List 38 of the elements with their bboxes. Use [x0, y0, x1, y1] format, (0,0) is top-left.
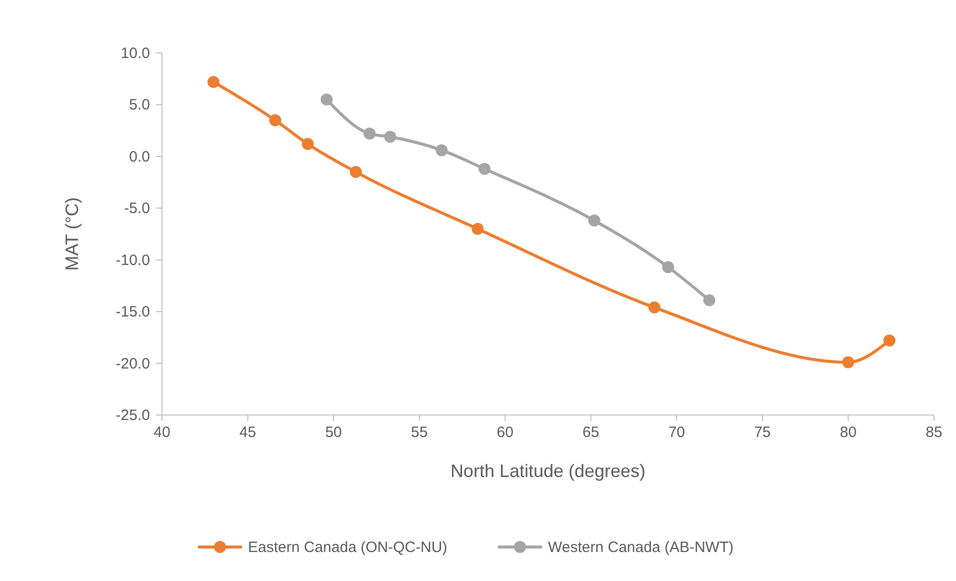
point	[588, 214, 600, 227]
x-tick-label: 70	[668, 424, 686, 441]
y-tick-label: -15.0	[116, 304, 150, 321]
point	[472, 222, 484, 235]
point	[350, 166, 362, 178]
x-tick-label: 85	[926, 424, 942, 441]
y-tick-label: 5.0	[129, 96, 150, 114]
y-tick-label: 10.0	[120, 45, 150, 62]
x-tick-label: 75	[754, 424, 771, 441]
y-tick-label: -10.0	[116, 252, 150, 269]
x-tick-label: 50	[325, 424, 342, 441]
y-tick-label: -25.0	[116, 407, 150, 424]
y-tick-label: 0.0	[129, 148, 150, 166]
point	[478, 162, 491, 175]
point	[662, 261, 674, 274]
x-axis-title: North Latitude (degrees)	[450, 461, 646, 481]
legend-label: Eastern Canada (ON-QC-NU)	[248, 539, 448, 556]
x-tick-label: 45	[239, 424, 256, 441]
x-tick-label: 55	[410, 424, 428, 441]
point	[207, 76, 220, 88]
point	[384, 130, 396, 143]
point	[302, 138, 314, 150]
point	[364, 128, 376, 140]
x-tick-label: 60	[496, 424, 514, 441]
y-tick-label: -5.0	[124, 200, 150, 218]
point	[320, 94, 333, 106]
point	[703, 294, 716, 306]
point	[269, 114, 282, 126]
point	[842, 356, 854, 368]
point	[883, 334, 896, 347]
y-tick-label: -20.0	[116, 355, 150, 372]
x-tick-label: 80	[840, 424, 857, 441]
point	[648, 301, 660, 314]
x-tick-label: 65	[582, 424, 600, 441]
x-tick-label: 40	[154, 424, 170, 441]
legend-label: Western Canada (AB-NWT)	[548, 539, 734, 556]
point	[436, 144, 448, 156]
y-axis-title: MAT (°C)	[62, 197, 82, 271]
